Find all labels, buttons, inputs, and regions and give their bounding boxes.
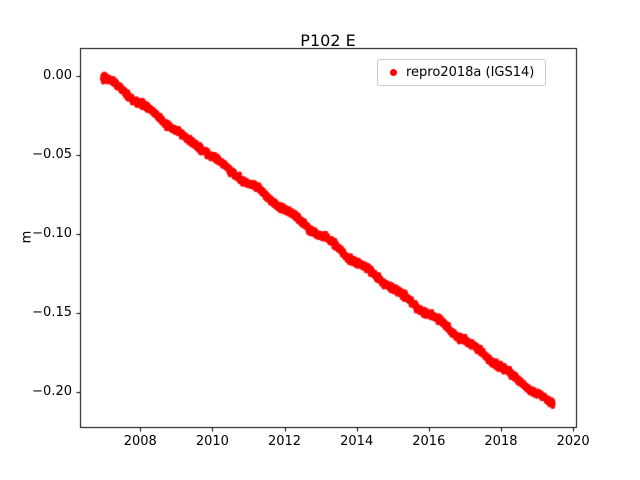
y-tick-label: −0.20 [32, 384, 72, 400]
x-tick-label: 2018 [484, 434, 518, 449]
x-tick-label: 2020 [556, 434, 590, 449]
legend-marker-dot [390, 69, 397, 76]
legend-label: repro2018a (IGS14) [406, 65, 535, 80]
y-tick-label: 0.00 [43, 68, 72, 84]
x-tick-label: 2010 [195, 434, 229, 449]
y-tick-label: −0.05 [32, 147, 72, 163]
x-tick-label: 2008 [123, 434, 157, 449]
legend: repro2018a (IGS14) [377, 59, 547, 86]
y-tick-label: −0.10 [32, 226, 72, 242]
y-tick-label: −0.15 [32, 305, 72, 321]
x-tick-label: 2014 [340, 434, 374, 449]
chart-title: P102 E [300, 31, 356, 50]
x-tick-label: 2016 [412, 434, 446, 449]
x-tick-label: 2012 [267, 434, 302, 449]
